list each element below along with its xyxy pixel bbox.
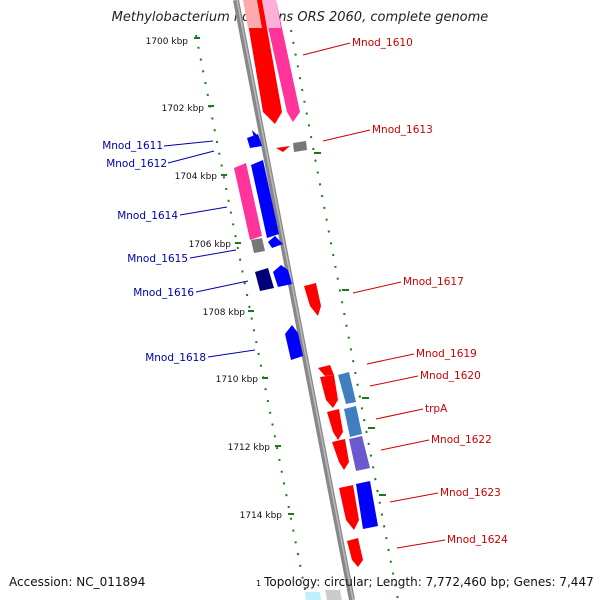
- right-scale-line: [290, 29, 399, 600]
- gene-partial-b: [325, 590, 342, 600]
- topology-index: 1: [256, 579, 262, 588]
- gene-label-Mnod_1617: Mnod_1617: [403, 276, 464, 288]
- right-leader-lines: [302, 42, 446, 549]
- left-leader-lines: [163, 140, 256, 358]
- gene-Mnod_1620-a: [320, 375, 338, 408]
- tick-label: 1712 kbp: [228, 443, 271, 453]
- genome-backbone: [233, 0, 355, 600]
- gene-Mnod_1612: [247, 134, 262, 148]
- gene-label-Mnod_1612: Mnod_1612: [106, 158, 167, 170]
- gene-Mnod_1619: [318, 365, 334, 376]
- gene-label-Mnod_1616: Mnod_1616: [133, 287, 194, 299]
- gene-label-Mnod_1614: Mnod_1614: [117, 210, 178, 222]
- gene-Mnod_1616-a: [255, 268, 274, 291]
- gene-Mnod_1624: [347, 538, 363, 567]
- tick-label: 1704 kbp: [175, 172, 218, 182]
- topology-summary: Topology: circular; Length: 7,772,460 bp…: [264, 575, 594, 589]
- gene-Mnod_1610-b: [262, 0, 300, 122]
- major-ticks: [194, 37, 294, 515]
- gene-Mnod_1617: [304, 283, 321, 316]
- gene-label-Mnod_1623: Mnod_1623: [440, 487, 501, 499]
- gene-label-Mnod_1622: Mnod_1622: [431, 434, 492, 446]
- gene-Mnod_1613-a: [276, 146, 290, 152]
- tick-label: 1700 kbp: [146, 37, 189, 47]
- gene-Mnod_1618: [285, 325, 303, 360]
- gene-label-Mnod_1619: Mnod_1619: [416, 348, 477, 360]
- genome-backbone-highlight: [236, 0, 354, 600]
- gene-Mnod_1623-a: [339, 485, 359, 530]
- gene-Mnod_1610-a-shadow: [243, 0, 262, 28]
- gene-partial-a: [305, 592, 321, 600]
- tick-label: 1702 kbp: [162, 104, 205, 114]
- gene-label-Mnod_1613: Mnod_1613: [372, 124, 433, 136]
- gene-trpA-a: [327, 409, 343, 440]
- gene-Mnod_1622-a: [332, 439, 349, 470]
- accession-text: Accession: NC_011894: [9, 575, 146, 589]
- reverse-genes: [234, 130, 303, 360]
- gene-Mnod_1616-b: [273, 265, 292, 287]
- gene-Mnod_1613-b: [293, 141, 307, 152]
- gene-label-Mnod_1618: Mnod_1618: [145, 352, 206, 364]
- topology-text: 1 Topology: circular; Length: 7,772,460 b…: [256, 575, 594, 589]
- gene-label-Mnod_1624: Mnod_1624: [447, 534, 508, 546]
- gene-Mnod_1614-a: [234, 163, 262, 240]
- gene-label-Mnod_1620: Mnod_1620: [420, 370, 481, 382]
- right-tick-marks: [314, 152, 386, 496]
- gene-Mnod_1610-b-shadow: [262, 0, 281, 28]
- gene-Mnod_1615: [268, 236, 283, 248]
- gene-Mnod_1622-b: [349, 436, 370, 471]
- gene-Mnod_1620-b: [338, 372, 356, 404]
- gene-trpA-b: [344, 406, 362, 437]
- tick-label: 1706 kbp: [189, 240, 232, 250]
- gene-Mnod_1623-b: [356, 481, 378, 529]
- tick-label: 1714 kbp: [240, 511, 283, 521]
- gene-label-Mnod_1615: Mnod_1615: [127, 253, 188, 265]
- gene-label-trpA: trpA: [425, 403, 448, 415]
- gene-label-Mnod_1610: Mnod_1610: [352, 37, 413, 49]
- tick-label: 1710 kbp: [216, 375, 259, 385]
- gene-Mnod_1610-a: [244, 0, 282, 124]
- gene-label-Mnod_1611: Mnod_1611: [102, 140, 163, 152]
- forward-genes: [243, 0, 378, 600]
- gene-Mnod_1614-c: [251, 238, 265, 253]
- map-title: Methylobacterium nodulans ORS 2060, comp…: [111, 10, 489, 25]
- gene-Mnod_1614-b: [251, 160, 279, 238]
- tick-label: 1708 kbp: [203, 308, 246, 318]
